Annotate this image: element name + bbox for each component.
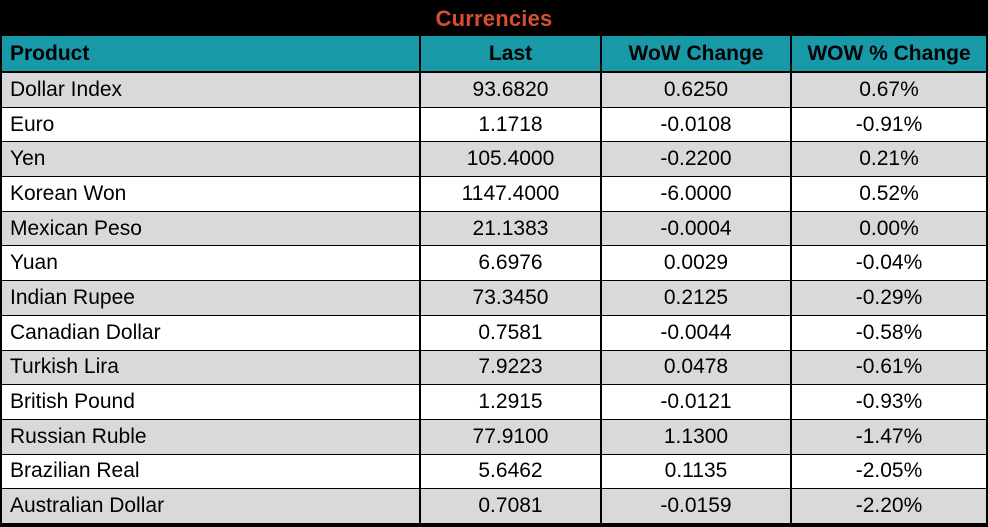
product-cell: Brazilian Real [2,454,421,489]
table-row: Mexican Peso 21.1383 -0.0004 0.00% [2,211,986,247]
wow-change-cell: 0.0029 [602,246,792,281]
wow-pct-change-cell: -2.05% [855,459,923,483]
wow-change-cell: 0.0478 [602,350,792,385]
wow-pct-change-cell: -0.93% [855,390,923,414]
table-row: Euro 1.1718 -0.0108 -0.91% [2,107,986,143]
table-row: Canadian Dollar 0.7581 -0.0044 -0.58% [2,315,986,351]
table-row: Indian Rupee 73.3450 0.2125 -0.29% [2,281,986,316]
table-row: Turkish Lira 7.9223 0.0478 -0.61% [2,350,986,386]
last-cell: 6.6976 [421,246,602,281]
wow-change-cell: -0.0004 [602,211,792,246]
wow-change-cell: -0.0159 [602,489,792,523]
last-cell: 5.6462 [421,454,602,489]
product-cell: Turkish Lira [2,350,421,385]
table-row: British Pound 1.2915 -0.0121 -0.93% [2,385,986,420]
last-cell: 0.7081 [421,489,602,523]
product-cell: Mexican Peso [2,211,421,246]
wow-pct-change-cell: -0.91% [855,112,923,136]
wow-pct-change-cell: -1.47% [855,424,923,448]
header-wow-pct-change: WOW % Change [807,41,971,65]
wow-change-cell: -0.2200 [602,142,792,177]
wow-change-cell: 1.1300 [602,419,792,454]
table-body: Dollar Index 93.6820 0.6250 0.67% Euro 1… [2,73,986,525]
table-title: Currencies [435,6,553,31]
last-cell: 105.4000 [421,142,602,177]
table-row: Russian Ruble 77.9100 1.1300 -1.47% [2,419,986,455]
header-wow-change: WoW Change [602,36,792,71]
wow-change-cell: -6.0000 [602,177,792,211]
product-cell: Australian Dollar [2,489,421,523]
table-header-row: Product Last WoW Change WOW % Change [2,36,986,73]
table-row: Dollar Index 93.6820 0.6250 0.67% [2,73,986,108]
table-row: Brazilian Real 5.6462 0.1135 -2.05% [2,454,986,490]
last-cell: 1147.4000 [421,177,602,211]
wow-pct-change-cell: -0.58% [855,320,923,344]
wow-pct-change-cell: 0.52% [859,181,919,205]
table-row: Australian Dollar 0.7081 -0.0159 -2.20% [2,489,986,525]
product-cell: Yuan [2,246,421,281]
last-cell: 7.9223 [421,350,602,385]
wow-change-cell: -0.0044 [602,315,792,350]
table-row: Yuan 6.6976 0.0029 -0.04% [2,246,986,282]
wow-pct-change-cell: -2.20% [855,494,923,518]
wow-pct-change-cell: 0.21% [859,147,919,171]
last-cell: 73.3450 [421,281,602,315]
table-row: Yen 105.4000 -0.2200 0.21% [2,142,986,178]
last-cell: 93.6820 [421,73,602,107]
wow-pct-change-cell: -0.29% [855,285,923,309]
wow-pct-change-cell: -0.61% [855,355,923,379]
product-cell: Russian Ruble [2,419,421,454]
wow-change-cell: 0.6250 [602,73,792,107]
last-cell: 21.1383 [421,211,602,246]
product-cell: Dollar Index [2,73,421,107]
wow-change-cell: 0.1135 [602,454,792,489]
last-cell: 1.1718 [421,107,602,142]
table-title-bar: Currencies [2,2,986,36]
product-cell: Indian Rupee [2,281,421,315]
header-last: Last [421,36,602,71]
product-cell: Korean Won [2,177,421,211]
last-cell: 0.7581 [421,315,602,350]
last-cell: 1.2915 [421,385,602,419]
last-cell: 77.9100 [421,419,602,454]
wow-pct-change-cell: 0.00% [859,216,919,240]
header-product: Product [2,36,421,71]
product-cell: Canadian Dollar [2,315,421,350]
wow-change-cell: -0.0108 [602,107,792,142]
product-cell: British Pound [2,385,421,419]
table-row: Korean Won 1147.4000 -6.0000 0.52% [2,177,986,212]
wow-pct-change-cell: 0.67% [859,77,919,101]
wow-change-cell: -0.0121 [602,385,792,419]
wow-pct-change-cell: -0.04% [855,251,923,275]
wow-change-cell: 0.2125 [602,281,792,315]
product-cell: Euro [2,107,421,142]
product-cell: Yen [2,142,421,177]
